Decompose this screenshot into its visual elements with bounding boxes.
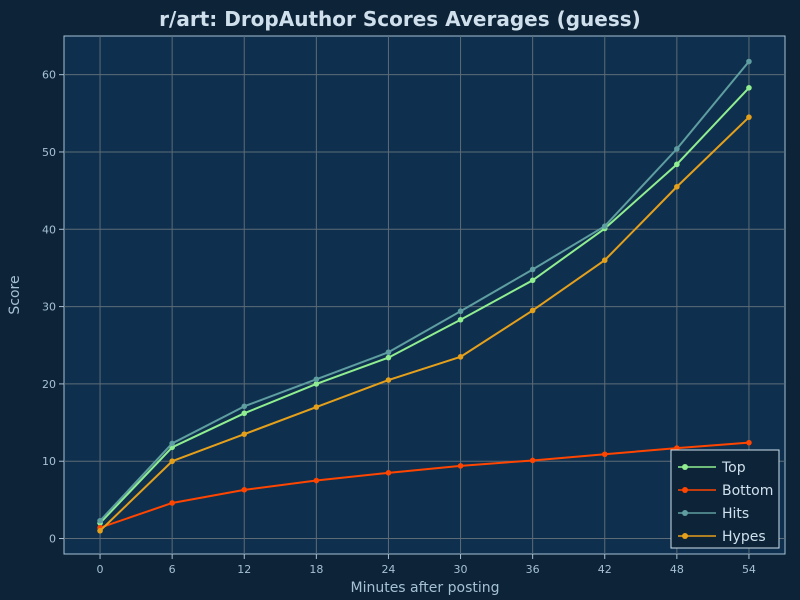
legend-swatch-marker xyxy=(682,510,688,516)
data-point xyxy=(746,439,752,446)
grid xyxy=(64,36,785,554)
series-line xyxy=(99,441,750,529)
data-point xyxy=(457,463,464,469)
x-axis-label: Minutes after posting xyxy=(350,580,499,596)
axes: 0 6 12 18 24 30 36 42 48 54 0 10 20 30 40 50 60 xyxy=(42,69,756,576)
y-tick-label: 30 xyxy=(42,301,56,314)
data-point xyxy=(529,277,536,284)
series-line xyxy=(99,87,750,524)
data-point xyxy=(385,377,392,383)
data-point xyxy=(529,266,536,273)
data-point xyxy=(169,458,175,465)
chart-title: r/art: DropAuthor Scores Averages (guess… xyxy=(159,7,641,31)
data-point xyxy=(241,431,248,437)
data-point xyxy=(746,85,752,91)
data-point xyxy=(457,354,464,360)
y-axis-label: Score xyxy=(7,275,23,314)
data-point xyxy=(601,257,608,264)
data-point xyxy=(313,404,320,410)
data-point xyxy=(313,477,320,484)
data-point xyxy=(601,223,608,229)
x-tick-label: 6 xyxy=(169,563,176,576)
x-tick-label: 24 xyxy=(381,563,395,576)
series-line xyxy=(99,60,750,522)
x-tick-label: 42 xyxy=(598,563,612,576)
legend-swatch-marker xyxy=(682,464,688,470)
y-tick-label: 50 xyxy=(42,146,56,159)
data-point xyxy=(674,183,680,190)
x-tick-label: 54 xyxy=(742,563,756,576)
data-point xyxy=(385,470,392,476)
data-point xyxy=(601,451,608,458)
x-tick-label: 36 xyxy=(526,563,540,576)
series-bottom xyxy=(97,439,752,531)
legend: Top Bottom Hits Hypes xyxy=(670,449,780,549)
data-point xyxy=(674,146,680,152)
data-point xyxy=(746,58,752,65)
legend-label: Hypes xyxy=(722,529,766,545)
series-layer xyxy=(97,58,752,534)
legend-label: Bottom xyxy=(722,483,773,499)
y-tick-label: 60 xyxy=(42,69,56,82)
data-point xyxy=(241,403,248,410)
data-point xyxy=(97,517,103,524)
data-point xyxy=(169,500,175,506)
legend-label: Top xyxy=(721,460,746,476)
y-tick-label: 40 xyxy=(42,223,56,236)
series-line xyxy=(99,116,750,532)
data-point xyxy=(746,114,752,120)
x-tick-label: 48 xyxy=(670,563,684,576)
data-point xyxy=(97,528,103,534)
data-point xyxy=(241,410,248,417)
data-point xyxy=(529,307,536,314)
x-tick-label: 0 xyxy=(97,563,104,576)
data-point xyxy=(674,445,680,451)
series-hypes xyxy=(97,114,752,534)
data-point xyxy=(313,381,320,387)
legend-swatch-marker xyxy=(682,533,688,539)
data-point xyxy=(457,316,464,323)
data-point xyxy=(385,349,392,356)
y-tick-label: 20 xyxy=(42,378,56,391)
y-tick-label: 0 xyxy=(49,533,56,546)
legend-swatch-marker xyxy=(682,487,688,493)
x-tick-label: 18 xyxy=(309,563,323,576)
data-point xyxy=(457,308,464,315)
data-point xyxy=(529,457,536,464)
y-tick-label: 10 xyxy=(42,455,56,468)
legend-label: Hits xyxy=(722,506,749,522)
series-hits xyxy=(97,58,752,524)
plot-area xyxy=(63,35,786,555)
x-tick-label: 12 xyxy=(237,563,251,576)
data-point xyxy=(241,487,248,493)
data-point xyxy=(313,376,320,383)
data-point xyxy=(674,161,680,168)
data-point xyxy=(385,354,392,361)
data-point xyxy=(169,440,175,447)
x-tick-label: 30 xyxy=(454,563,468,576)
